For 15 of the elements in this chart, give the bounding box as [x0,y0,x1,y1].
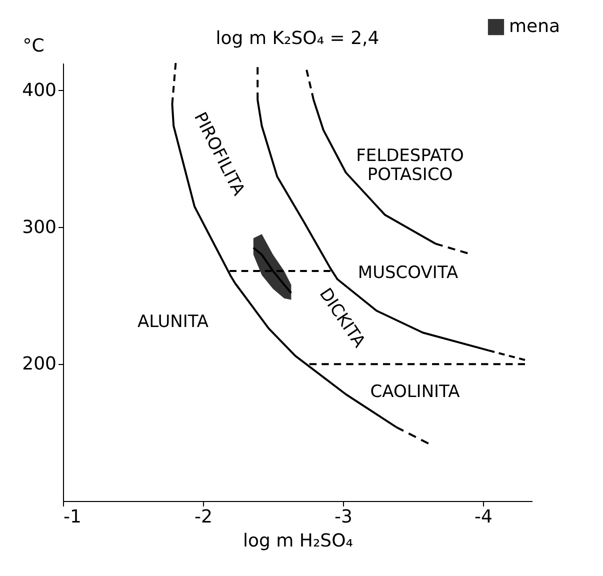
annotation: CAOLINITA [370,382,460,402]
y-tick-label: 400 [22,80,56,101]
y-axis-title: °C [22,36,44,56]
x-tick-label: -4 [474,506,492,528]
x-tick-label: -2 [194,506,212,528]
chart-title: log m K₂SO₄ = 2,4 [216,28,380,49]
x-tick-label: -1 [64,506,82,528]
x-tick-label: -3 [334,506,352,528]
annotation: FELDESPATO POTASICO [356,146,464,185]
y-tick-label: 300 [22,216,56,238]
annotation: MUSCOVITA [358,263,458,283]
y-tick-label: 200 [22,354,56,375]
x-axis-title: log m H₂SO₄ [243,530,353,552]
legend-label: mena [509,16,560,37]
annotation: ALUNITA [137,312,209,332]
